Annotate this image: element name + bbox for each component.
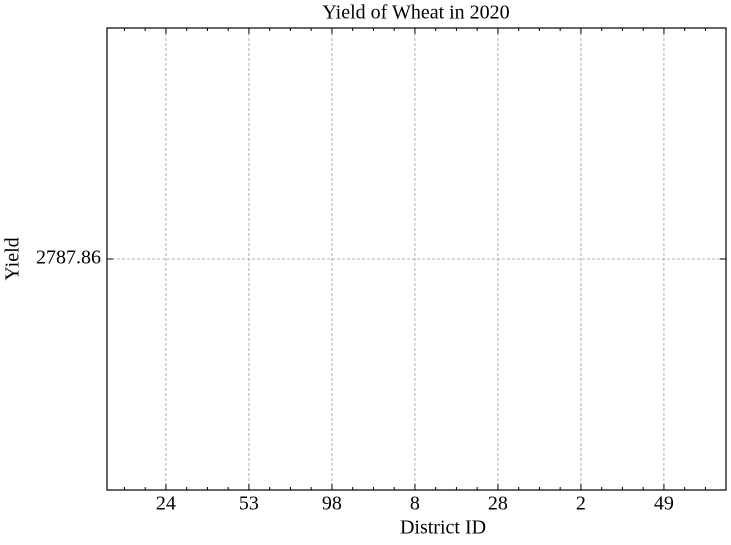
chart-title: Yield of Wheat in 2020 xyxy=(322,2,509,24)
x-tick-label: 24 xyxy=(156,493,176,515)
y-tick-label: 2787.86 xyxy=(36,247,101,269)
x-tick-label: 98 xyxy=(322,493,342,515)
y-axis-label: Yield xyxy=(2,237,24,280)
x-tick-label: 8 xyxy=(410,493,420,515)
x-tick-label: 28 xyxy=(488,493,508,515)
plot-frame xyxy=(106,27,727,491)
x-tick-label: 2 xyxy=(576,493,586,515)
x-tick-label: 53 xyxy=(239,493,259,515)
x-axis-label: District ID xyxy=(400,517,486,539)
x-tick-label: 49 xyxy=(654,493,674,515)
